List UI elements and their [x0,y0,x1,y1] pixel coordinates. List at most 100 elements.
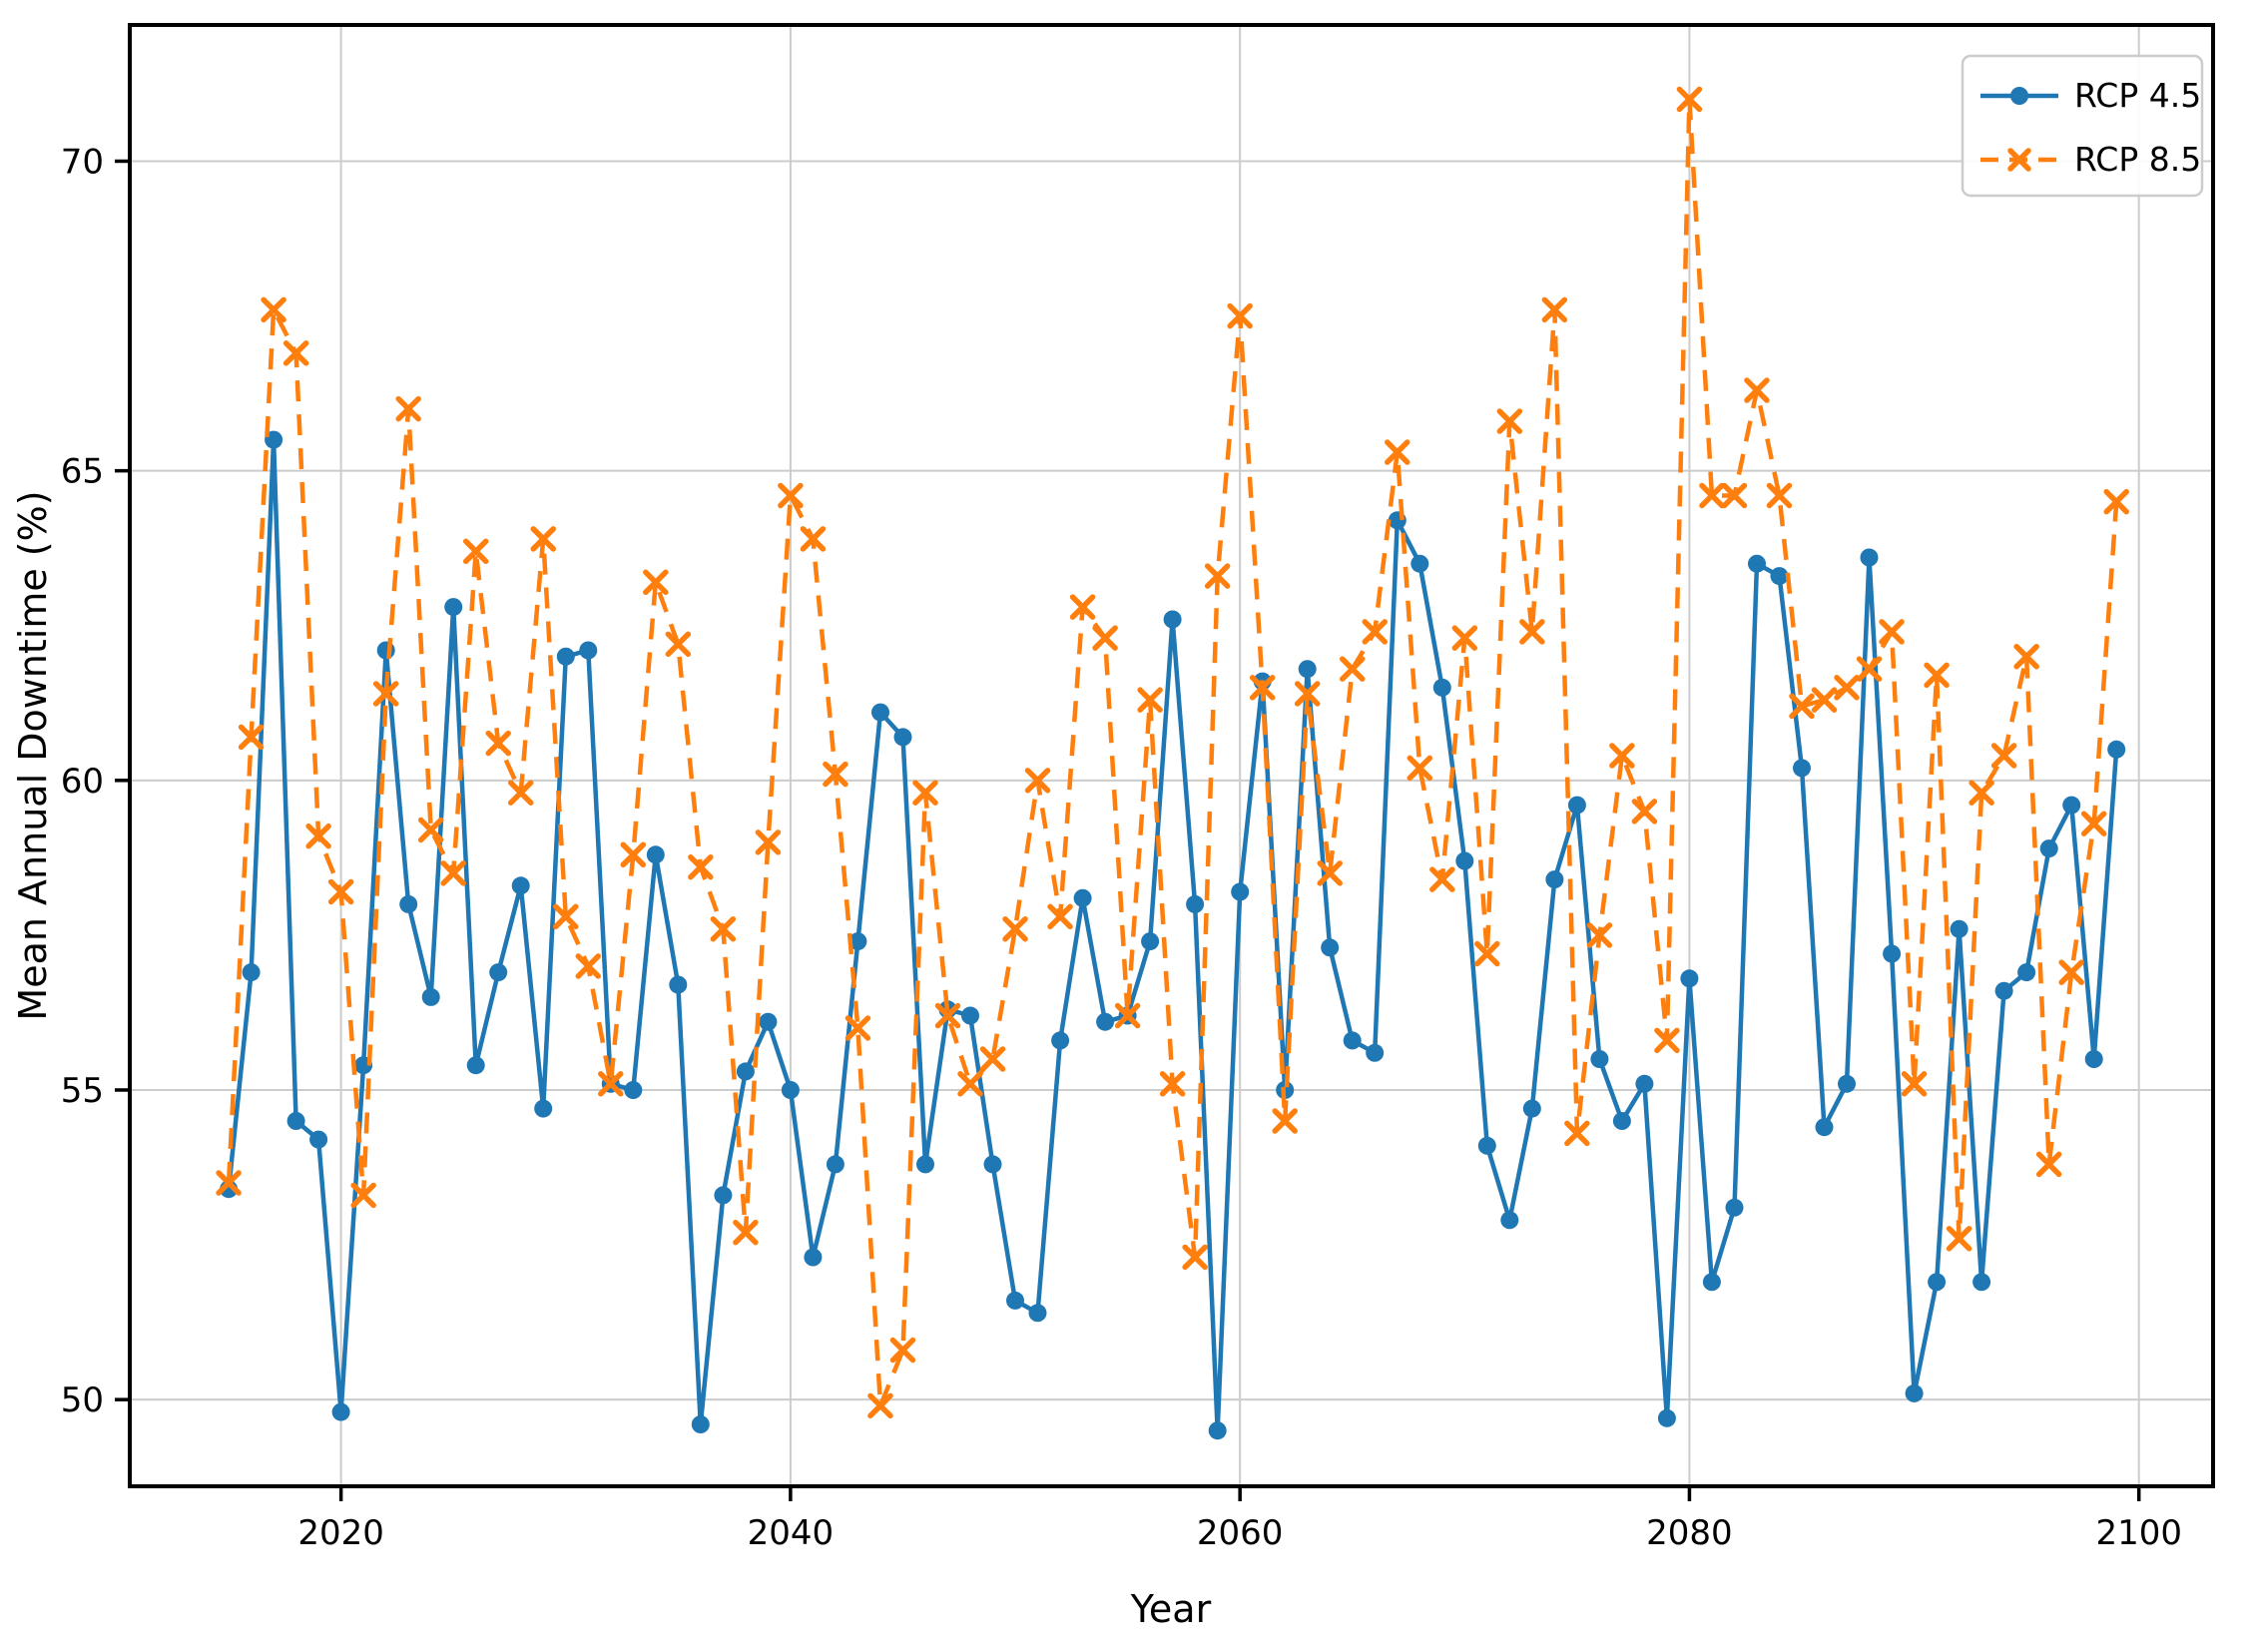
circle-marker [331,1402,350,1421]
x-marker [1834,675,1860,701]
x-marker [1969,780,1994,806]
x-marker [238,724,265,751]
x-marker [417,817,444,843]
x-marker [1609,743,1635,769]
y-tick-label: 50 [61,1380,104,1420]
circle-marker [489,963,508,982]
x-marker [620,841,647,868]
circle-marker [646,845,665,864]
circle-marker [848,932,867,951]
series-rcp-4-5 [220,430,2126,1440]
x-marker [530,526,556,552]
x-marker [688,853,714,880]
x-marker [575,953,602,979]
x-marker [643,569,669,596]
circle-marker [309,1130,328,1149]
x-marker [216,1170,242,1196]
circle-marker [444,598,463,617]
x-marker [778,482,804,509]
circle-marker [286,1112,305,1130]
x-marker [800,526,827,552]
x-marker [889,1337,916,1364]
circle-marker [624,1081,643,1099]
circle-marker [714,1186,733,1205]
x-marker [1339,656,1366,682]
y-tick-label: 70 [61,142,104,182]
x-marker [2080,811,2107,836]
circle-marker [1612,1112,1631,1130]
x-marker [844,1015,871,1041]
circle-marker [2107,740,2126,759]
circle-marker [1950,919,1969,938]
circle-marker [871,703,889,722]
x-marker [1429,866,1455,892]
x-tick-label: 2020 [297,1513,384,1553]
x-marker [912,780,938,806]
x-marker [710,915,737,942]
x-marker [755,829,782,855]
circle-marker [1748,554,1766,573]
circle-marker [826,1155,844,1174]
legend-x-marker [2007,148,2031,172]
x-marker [1811,687,1838,713]
circle-marker [1545,870,1564,889]
x-marker [1092,625,1118,651]
circle-marker [466,1056,485,1075]
circle-marker [1883,944,1902,963]
legend-circle-marker [2010,87,2028,105]
x-marker [1631,799,1658,825]
circle-marker [242,963,261,982]
series-rcp-8-5 [216,86,2129,1419]
circle-marker [781,1081,800,1099]
x-marker [2013,643,2039,670]
x-marker [2058,959,2084,985]
circle-marker [1366,1043,1385,1062]
y-tick-label: 60 [61,762,104,802]
x-marker [1114,1002,1141,1029]
circle-marker [669,975,688,994]
legend[interactable]: RCP 4.5 RCP 8.5 [1961,54,2204,198]
x-marker [934,1002,961,1029]
circle-marker [2084,1050,2103,1068]
x-marker [1676,86,1703,113]
circle-marker [511,876,530,895]
circle-marker [1231,882,1250,901]
x-marker [327,878,354,905]
x-marker [1879,619,1905,645]
circle-marker [1725,1198,1744,1217]
x-marker [1002,915,1028,942]
circle-marker [399,894,418,913]
x-marker [305,823,331,849]
x-marker [823,761,848,788]
x-marker [1766,482,1793,509]
x-tick-labels: 2020 2040 2060 2080 2100 [297,1513,2182,1553]
y-tick-label: 55 [61,1071,104,1111]
circle-marker [1321,938,1340,957]
x-marker [1317,860,1343,886]
legend-item-label[interactable]: RCP 8.5 [2074,140,2201,179]
circle-marker [1163,610,1182,629]
x-marker [957,1071,983,1097]
legend-item-label[interactable]: RCP 4.5 [2074,76,2201,115]
x-marker [485,730,511,757]
x-marker [1407,755,1433,782]
x-marker [1069,594,1096,620]
circle-marker [1635,1074,1654,1093]
x-marker [665,631,692,658]
circle-marker [1500,1211,1519,1230]
circle-marker [534,1099,553,1118]
x-marker [1249,675,1276,701]
circle-marker [1298,660,1317,679]
circle-marker [1905,1383,1924,1402]
circle-marker [736,1062,755,1081]
circle-marker [1994,981,2013,1000]
x-marker [598,1071,624,1097]
x-marker [2035,1151,2062,1178]
plot-border [128,23,2215,1488]
x-marker [282,340,309,366]
x-marker [1227,302,1253,329]
circle-marker [1477,1136,1496,1155]
series-line [226,437,2119,1433]
x-marker [1362,619,1388,645]
